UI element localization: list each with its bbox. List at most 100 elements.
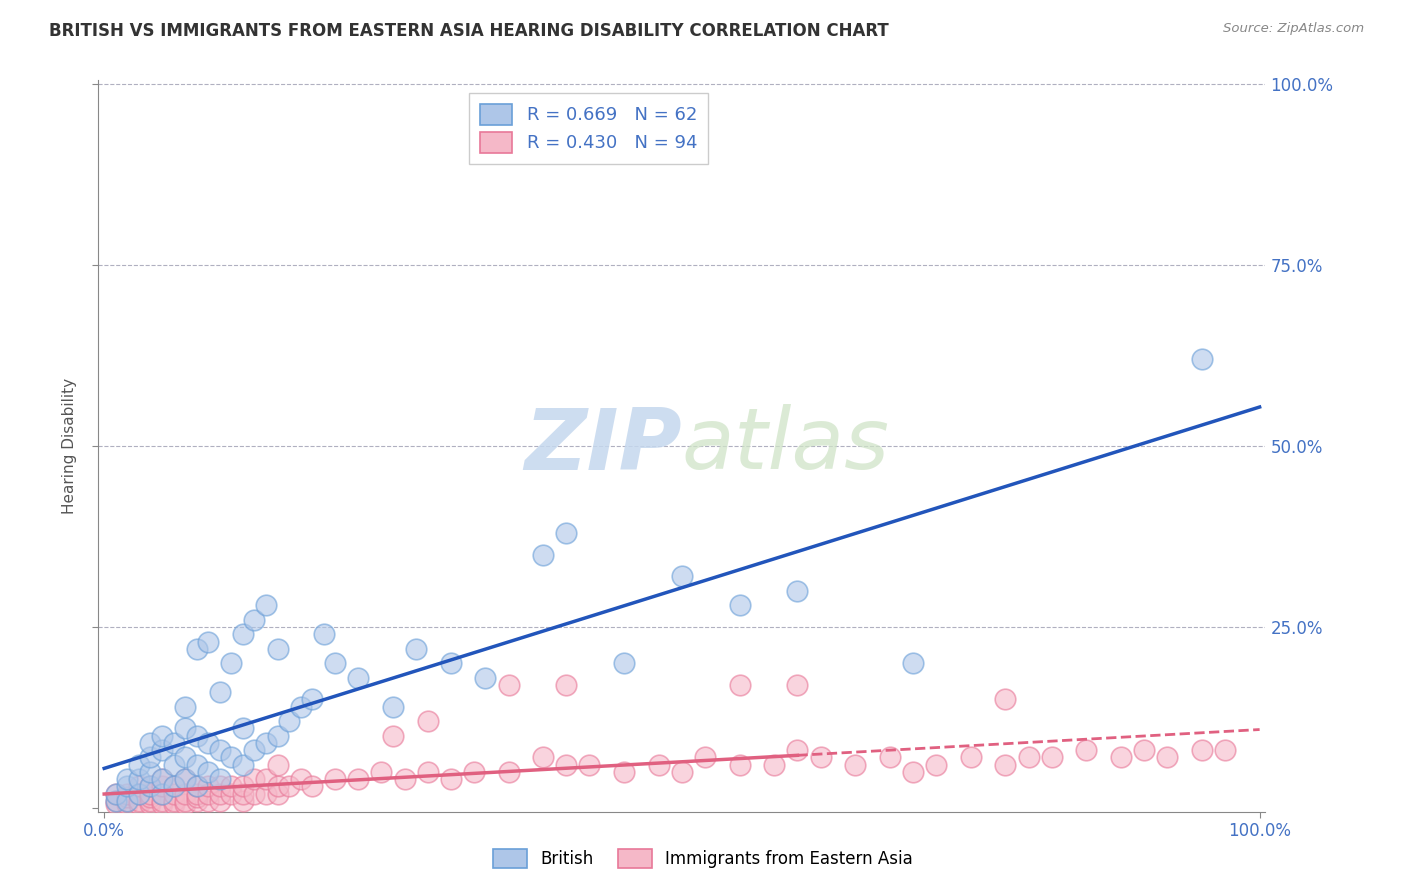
Point [901,764,924,779]
Point [1109,750,1132,764]
Point [174,722,197,736]
Point [208,743,231,757]
Point [671,569,693,583]
Point [186,787,208,801]
Point [139,780,162,794]
Point [150,787,173,801]
Point [243,772,266,786]
Point [197,780,219,794]
Point [810,750,832,764]
Point [382,729,405,743]
Point [323,657,346,671]
Point [728,599,751,613]
Point [994,692,1017,706]
Point [370,764,392,779]
Point [117,797,139,812]
Point [150,787,173,801]
Point [925,757,948,772]
Point [162,736,184,750]
Point [139,736,162,750]
Point [266,757,288,772]
Point [555,525,578,540]
Point [128,780,150,794]
Point [186,780,208,794]
Point [254,772,277,786]
Point [139,764,162,779]
Point [150,797,173,812]
Point [150,772,173,786]
Point [786,743,808,757]
Point [440,772,463,786]
Point [162,787,184,801]
Point [197,736,219,750]
Point [290,772,312,786]
Point [139,787,162,801]
Point [290,699,312,714]
Point [266,729,288,743]
Point [221,780,243,794]
Point [1018,750,1040,764]
Point [174,699,197,714]
Point [208,780,231,794]
Text: BRITISH VS IMMIGRANTS FROM EASTERN ASIA HEARING DISABILITY CORRELATION CHART: BRITISH VS IMMIGRANTS FROM EASTERN ASIA … [49,22,889,40]
Point [728,757,751,772]
Point [901,657,924,671]
Point [232,722,254,736]
Point [197,764,219,779]
Point [162,780,184,794]
Point [128,787,150,801]
Point [186,757,208,772]
Point [266,787,288,801]
Point [1191,352,1213,367]
Point [994,757,1017,772]
Point [301,692,323,706]
Point [394,772,416,786]
Point [671,764,693,779]
Point [786,583,808,598]
Point [174,750,197,764]
Point [278,714,301,729]
Text: Source: ZipAtlas.com: Source: ZipAtlas.com [1223,22,1364,36]
Y-axis label: Hearing Disability: Hearing Disability [62,378,77,514]
Point [405,641,427,656]
Point [728,678,751,692]
Point [254,787,277,801]
Point [117,794,139,808]
Point [117,787,139,801]
Point [128,797,150,812]
Point [186,641,208,656]
Point [1191,743,1213,757]
Point [879,750,901,764]
Point [150,794,173,808]
Point [221,787,243,801]
Point [162,794,184,808]
Point [128,787,150,801]
Point [208,787,231,801]
Point [648,757,671,772]
Point [1133,743,1156,757]
Point [128,794,150,808]
Point [139,797,162,812]
Point [786,678,808,692]
Point [555,678,578,692]
Point [174,794,197,808]
Point [104,787,127,801]
Point [208,794,231,808]
Point [531,548,554,562]
Point [693,750,716,764]
Point [323,772,346,786]
Point [347,671,370,685]
Point [232,787,254,801]
Point [1040,750,1063,764]
Point [186,790,208,805]
Point [243,613,266,627]
Point [243,787,266,801]
Point [416,764,439,779]
Point [613,764,636,779]
Point [128,757,150,772]
Point [844,757,866,772]
Point [208,685,231,699]
Point [139,780,162,794]
Point [174,772,197,786]
Point [104,794,127,808]
